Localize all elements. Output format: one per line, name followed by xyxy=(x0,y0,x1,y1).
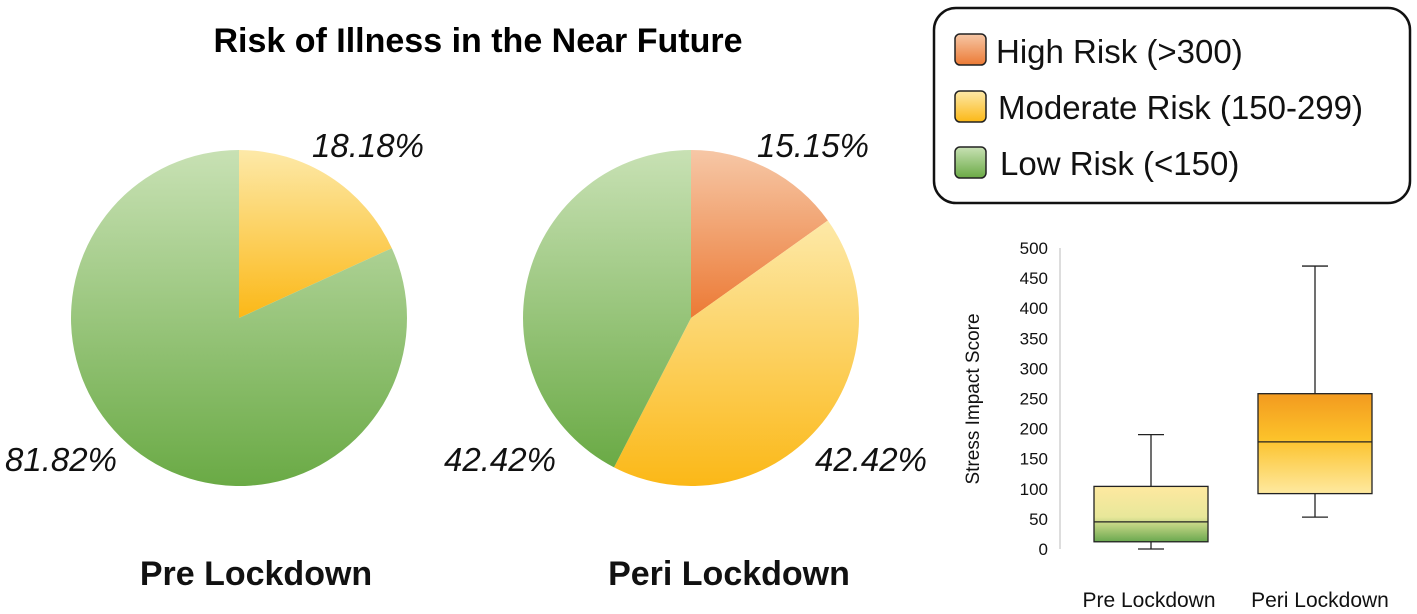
box-y-tick-label: 350 xyxy=(1020,329,1048,348)
pie-peri-slice-high xyxy=(691,150,828,318)
legend: High Risk (>300) Moderate Risk (150-299)… xyxy=(932,6,1412,205)
legend-swatch-high xyxy=(954,33,987,66)
box-iqr-peri-lockdown xyxy=(1257,393,1373,495)
box-y-tick-label: 150 xyxy=(1020,450,1048,469)
box-category-pre-lockdown: Pre Lockdown xyxy=(1082,589,1215,612)
box-iqr-pre-lockdown xyxy=(1093,485,1209,543)
pie-peri-label-low: 42.42% xyxy=(444,441,556,478)
box-y-tick-label: 50 xyxy=(1029,510,1048,529)
pie-pre-slice-low xyxy=(70,149,408,486)
pie-chart-peri-lockdown xyxy=(523,150,859,486)
legend-swatch-low xyxy=(954,146,987,179)
figure-title: Risk of Illness in the Near Future xyxy=(213,22,742,60)
pie-peri-slice-low xyxy=(523,150,691,468)
box-y-tick-label: 300 xyxy=(1020,359,1048,378)
box-y-tick-label: 200 xyxy=(1020,420,1048,439)
pie-pre-slice-moderate xyxy=(239,150,392,318)
box-plot-stress-impact: Stress Impact Score 0 50 100 150 200 250 300 35… xyxy=(963,239,1389,612)
pie-pre-title: Pre Lockdown xyxy=(140,555,372,593)
legend-label-low: Low Risk (<150) xyxy=(1000,145,1239,182)
legend-label-high: High Risk (>300) xyxy=(996,33,1243,70)
legend-frame xyxy=(932,6,1412,205)
pie-peri-title: Peri Lockdown xyxy=(608,555,850,593)
box-y-tick-label: 100 xyxy=(1020,480,1048,499)
box-y-tick-label: 450 xyxy=(1020,269,1048,288)
pie-pre-label-moderate: 18.18% xyxy=(312,127,424,164)
box-y-tick-label: 400 xyxy=(1020,299,1048,318)
box-y-tick-label: 250 xyxy=(1020,390,1048,409)
box-category-peri-lockdown: Peri Lockdown xyxy=(1251,589,1389,612)
pie-pre-label-low: 81.82% xyxy=(5,441,117,478)
box-y-tick-label: 500 xyxy=(1020,239,1048,258)
box-y-axis-label: Stress Impact Score xyxy=(963,313,984,484)
pie-peri-label-moderate: 42.42% xyxy=(815,441,927,478)
box-y-tick-label: 0 xyxy=(1039,540,1048,559)
legend-label-moderate: Moderate Risk (150-299) xyxy=(998,89,1363,126)
pie-peri-label-high: 15.15% xyxy=(757,127,869,164)
pie-chart-pre-lockdown xyxy=(70,149,408,486)
legend-swatch-moderate xyxy=(954,90,987,123)
pie-peri-slice-moderate xyxy=(614,220,859,486)
